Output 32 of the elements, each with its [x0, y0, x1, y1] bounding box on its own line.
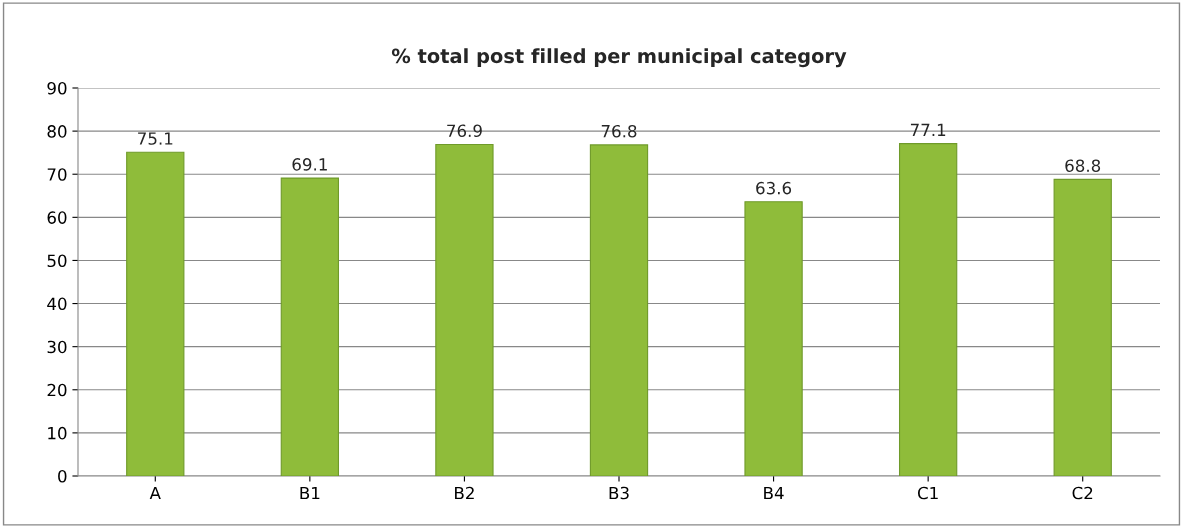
x-tick-label: B3	[609, 486, 629, 500]
data-label: 76.8	[601, 124, 637, 138]
data-label: 68.8	[1065, 159, 1101, 172]
bar	[126, 151, 185, 476]
x-tick-label: A	[149, 486, 161, 500]
y-tick-label: 90	[47, 81, 67, 95]
x-tick-label: C1	[917, 486, 938, 500]
y-tick-label: 40	[47, 297, 67, 311]
bar	[280, 177, 340, 476]
y-tick-label: 80	[47, 125, 67, 138]
y-tick-label: 20	[47, 383, 67, 397]
data-label: 77.1	[910, 123, 946, 136]
bar	[898, 143, 958, 476]
x-tick-label: C2	[1072, 486, 1093, 500]
bar	[1053, 178, 1112, 476]
y-tick-label: 50	[47, 254, 67, 268]
bar	[589, 144, 649, 476]
data-label: 76.9	[447, 124, 482, 138]
data-label: 75.1	[138, 132, 173, 145]
y-tick-label: 0	[58, 469, 67, 483]
y-tick-label: 30	[47, 340, 67, 354]
x-tick-label: B2	[455, 486, 474, 500]
x-tick-label: B4	[764, 486, 784, 500]
bar	[435, 143, 494, 476]
x-tick-label: B1	[300, 486, 320, 500]
y-tick-label: 10	[48, 426, 67, 440]
chart-title: % total post filled per municipal category	[391, 48, 847, 68]
data-label: 69.1	[292, 158, 327, 171]
y-tick-label: 70	[47, 168, 67, 181]
y-tick-label: 60	[47, 211, 67, 224]
bar	[744, 201, 803, 476]
data-label: 63.6	[756, 181, 792, 195]
